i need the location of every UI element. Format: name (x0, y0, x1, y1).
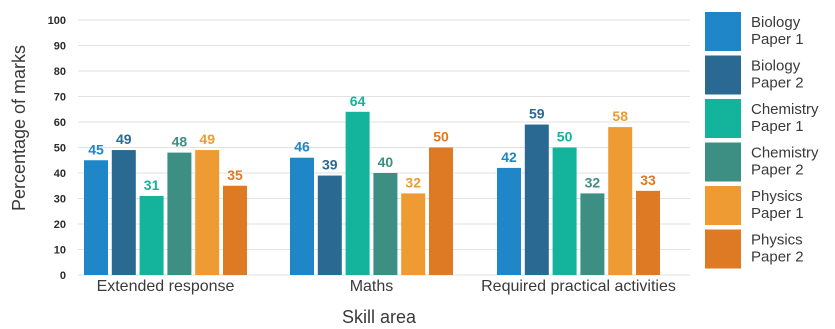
legend-label: Biology (751, 14, 801, 31)
bar (84, 160, 108, 275)
legend-swatch (705, 12, 741, 51)
y-tick-label: 70 (54, 92, 66, 104)
x-axis-title: Skill area (342, 307, 417, 327)
legend-swatch (705, 55, 741, 95)
bar (497, 167, 521, 275)
data-label: 33 (640, 172, 656, 188)
bar (429, 147, 453, 275)
data-label: 32 (585, 174, 601, 190)
data-label: 58 (612, 108, 628, 124)
bar (345, 111, 370, 275)
y-tick-label: 0 (60, 270, 66, 282)
data-labels: 45 49 31 48 49 35 46 39 64 40 32 50 42 59 50 32 58 33 (88, 93, 656, 193)
y-tick-label: 30 (54, 194, 66, 206)
bar (195, 150, 220, 275)
data-label: 35 (227, 167, 243, 183)
data-label: 45 (88, 141, 104, 157)
y-tick-label: 60 (54, 117, 66, 129)
y-tick-label: 50 (54, 143, 66, 155)
legend-swatch (705, 142, 741, 182)
x-category-label: Extended response (97, 278, 235, 295)
bar (524, 124, 549, 275)
data-label: 32 (405, 174, 421, 190)
legend-label: Chemistry (751, 145, 819, 162)
legend-label: Paper 2 (751, 249, 804, 266)
data-label: 48 (172, 134, 188, 150)
bar (552, 147, 577, 275)
legend-label: Paper 1 (751, 205, 804, 222)
legend-label: Biology (751, 58, 801, 75)
bar (290, 157, 314, 275)
bar (317, 175, 342, 275)
data-label: 49 (116, 131, 132, 147)
legend-label: Physics (751, 188, 803, 205)
x-category-label: Required practical activities (481, 278, 676, 295)
legend-label: Physics (751, 232, 803, 249)
y-axis-title: Percentage of marks (9, 45, 29, 211)
bar (373, 173, 398, 275)
y-tick-label: 10 (54, 245, 66, 257)
legend-swatch (705, 186, 741, 225)
legend-swatch (705, 229, 741, 269)
data-label: 46 (294, 139, 310, 155)
legend-label: Chemistry (751, 101, 819, 118)
y-tick-label: 90 (54, 41, 66, 53)
bar (636, 190, 660, 275)
bars (84, 111, 660, 275)
bar (139, 195, 164, 275)
legend-label: Paper 2 (751, 75, 804, 92)
x-category-label: Maths (350, 278, 394, 295)
y-tick-label: 80 (54, 66, 66, 78)
data-label: 50 (433, 129, 449, 145)
y-tick-label: 20 (54, 219, 66, 231)
y-axis-ticks: 0 10 20 30 40 50 60 70 80 90 100 (48, 15, 66, 282)
data-label: 49 (199, 131, 215, 147)
bar (223, 185, 247, 275)
bar (608, 127, 633, 275)
legend-swatch (705, 99, 741, 138)
bar (167, 152, 192, 275)
data-label: 59 (529, 106, 545, 122)
data-label: 42 (501, 149, 517, 165)
legend-label: Paper 1 (751, 118, 804, 135)
x-axis-categories: Extended response Maths Required practical… (97, 278, 676, 295)
y-tick-label: 100 (48, 15, 66, 27)
data-label: 50 (557, 129, 573, 145)
data-label: 40 (378, 154, 394, 170)
data-label: 31 (144, 177, 160, 193)
legend-label: Paper 2 (751, 162, 804, 179)
data-label: 64 (350, 93, 366, 109)
bar (580, 193, 605, 275)
legend-label: Paper 1 (751, 31, 804, 48)
data-label: 39 (322, 157, 338, 173)
y-tick-label: 40 (54, 168, 66, 180)
bar (401, 193, 426, 275)
bar (111, 150, 136, 275)
